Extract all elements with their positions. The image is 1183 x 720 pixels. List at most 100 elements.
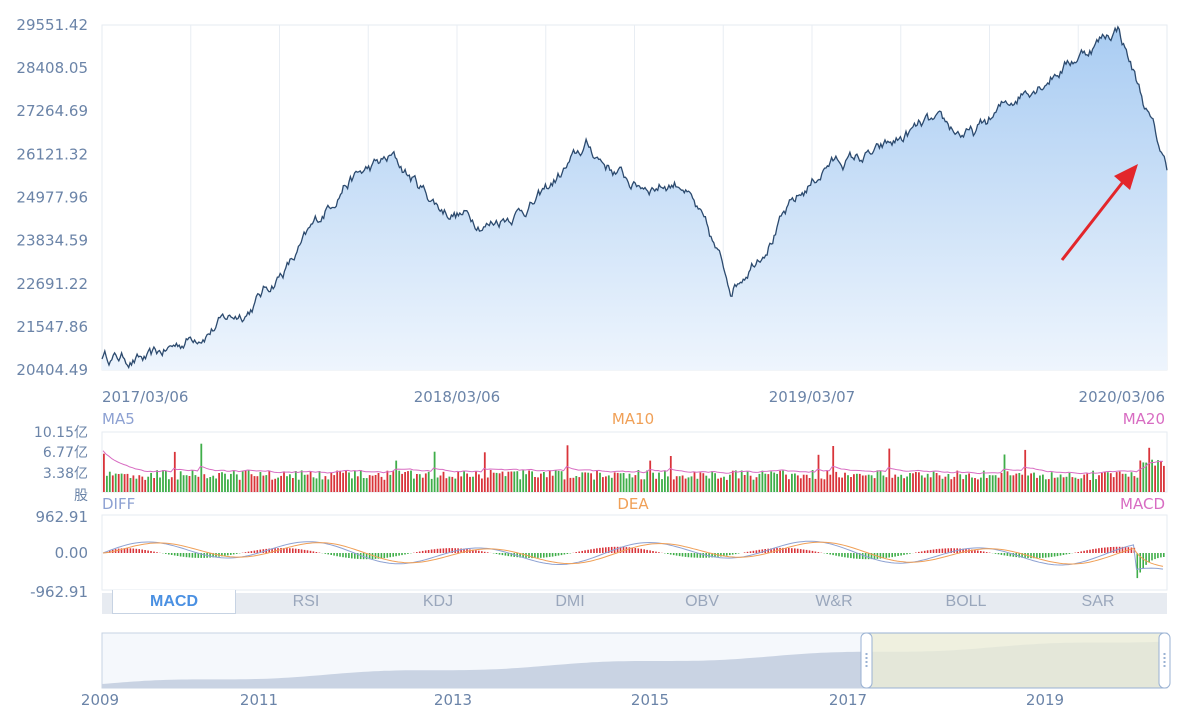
macd-bar [348, 553, 350, 558]
macd-bar [197, 553, 200, 558]
macd-bar [841, 553, 843, 557]
macd-y-tick: 0.00 [55, 544, 88, 562]
macd-bar [253, 550, 256, 553]
tab-wr[interactable]: W&R [815, 593, 853, 610]
volume-bar [395, 460, 398, 492]
volume-bar [935, 473, 938, 492]
macd-bar [566, 553, 569, 554]
macd-bar [847, 553, 849, 558]
volume-bar [613, 472, 616, 492]
volume-bar [108, 471, 111, 492]
macd-bar [1062, 553, 1065, 555]
macd-bar [1160, 553, 1162, 558]
navigator-selection[interactable] [865, 632, 1166, 689]
macd-bar [699, 553, 702, 558]
macd-bar [259, 549, 262, 553]
macd-bar [560, 553, 563, 556]
tab-dmi[interactable]: DMI [555, 593, 585, 610]
macd-bar [643, 549, 645, 553]
tab-macd[interactable]: MACD [112, 590, 236, 614]
volume-bar [991, 475, 994, 492]
volume-bar [162, 470, 164, 492]
tab-rsi[interactable]: RSI [292, 593, 320, 610]
volume-bar [962, 479, 965, 492]
volume-bar [968, 473, 970, 492]
macd-bar [693, 553, 696, 558]
volume-bar [805, 474, 808, 492]
navigator-left-handle[interactable] [860, 632, 873, 689]
volume-bar [543, 472, 545, 492]
macd-bar [891, 553, 893, 558]
tab-obv[interactable]: OBV [685, 593, 719, 610]
volume-bar [398, 470, 401, 492]
tab-sar[interactable]: SAR [1081, 593, 1115, 610]
volume-bar [726, 479, 728, 492]
tab-boll[interactable]: BOLL [945, 593, 987, 610]
macd-bar [1124, 547, 1127, 553]
volume-bar [1080, 478, 1083, 492]
volume-bar [832, 446, 835, 492]
macd-bar [365, 553, 368, 560]
volume-bar [808, 478, 811, 492]
volume-bar [268, 470, 271, 492]
macd-bar [371, 553, 374, 560]
volume-bar [486, 477, 489, 492]
volume-bar [265, 475, 268, 492]
volume-bar [362, 478, 365, 492]
tab-kdj[interactable]: KDJ [422, 593, 454, 610]
volume-bar [1027, 475, 1029, 492]
macd-bar [672, 553, 675, 556]
volume-bar [165, 471, 167, 492]
volume-bar [159, 477, 161, 492]
volume-bar [188, 476, 191, 492]
macd-bar [504, 553, 507, 556]
macd-bar [117, 548, 120, 553]
volume-bar [1142, 462, 1145, 492]
macd-bar [962, 548, 964, 553]
navigator-right-handle[interactable] [1158, 632, 1171, 689]
macd-bar [702, 553, 704, 558]
price-y-tick: 26121.32 [16, 145, 88, 163]
volume-bar [652, 472, 654, 492]
volume-bar [129, 478, 132, 492]
macd-bar [915, 552, 917, 553]
macd-bar [808, 550, 811, 553]
macd-bar [168, 553, 170, 555]
macd-bar [516, 553, 518, 558]
volume-bar [773, 472, 776, 492]
volume-bar [1109, 473, 1112, 492]
volume-bar [528, 470, 530, 492]
macd-bar [779, 547, 781, 553]
volume-bar [752, 479, 755, 492]
macd-bar [368, 553, 371, 560]
macd-bar [581, 550, 583, 553]
volume-bar [932, 471, 935, 492]
macd-bar [1012, 553, 1015, 557]
volume-bar [681, 475, 684, 492]
macd-bar [244, 552, 247, 553]
macd-bar [451, 548, 453, 553]
macd-bar [395, 553, 397, 557]
macd-bar [289, 548, 291, 553]
volume-bar [418, 474, 421, 492]
indicator-tab-bar [102, 593, 1167, 614]
volume-bar [241, 471, 244, 492]
macd-bar [545, 553, 548, 558]
navigator[interactable]: 2009 2011 2013 2015 2017 2019 [81, 632, 1171, 709]
volume-bar [1056, 477, 1059, 492]
volume-bar [356, 476, 359, 492]
volume-bar [1074, 477, 1077, 492]
macd-bar [194, 553, 197, 558]
volume-bar [841, 477, 843, 492]
macd-bar [537, 553, 539, 558]
macd-bar [799, 549, 802, 553]
volume-bar [537, 477, 539, 492]
volume-legend-item: MA10 [612, 410, 654, 428]
volume-bar [731, 470, 734, 492]
volume-bar [590, 473, 592, 492]
price-line [101, 25, 1168, 370]
volume-bar [283, 471, 285, 492]
volume-bar [667, 476, 669, 492]
macd-bar [141, 549, 143, 553]
macd-bar [920, 551, 923, 553]
